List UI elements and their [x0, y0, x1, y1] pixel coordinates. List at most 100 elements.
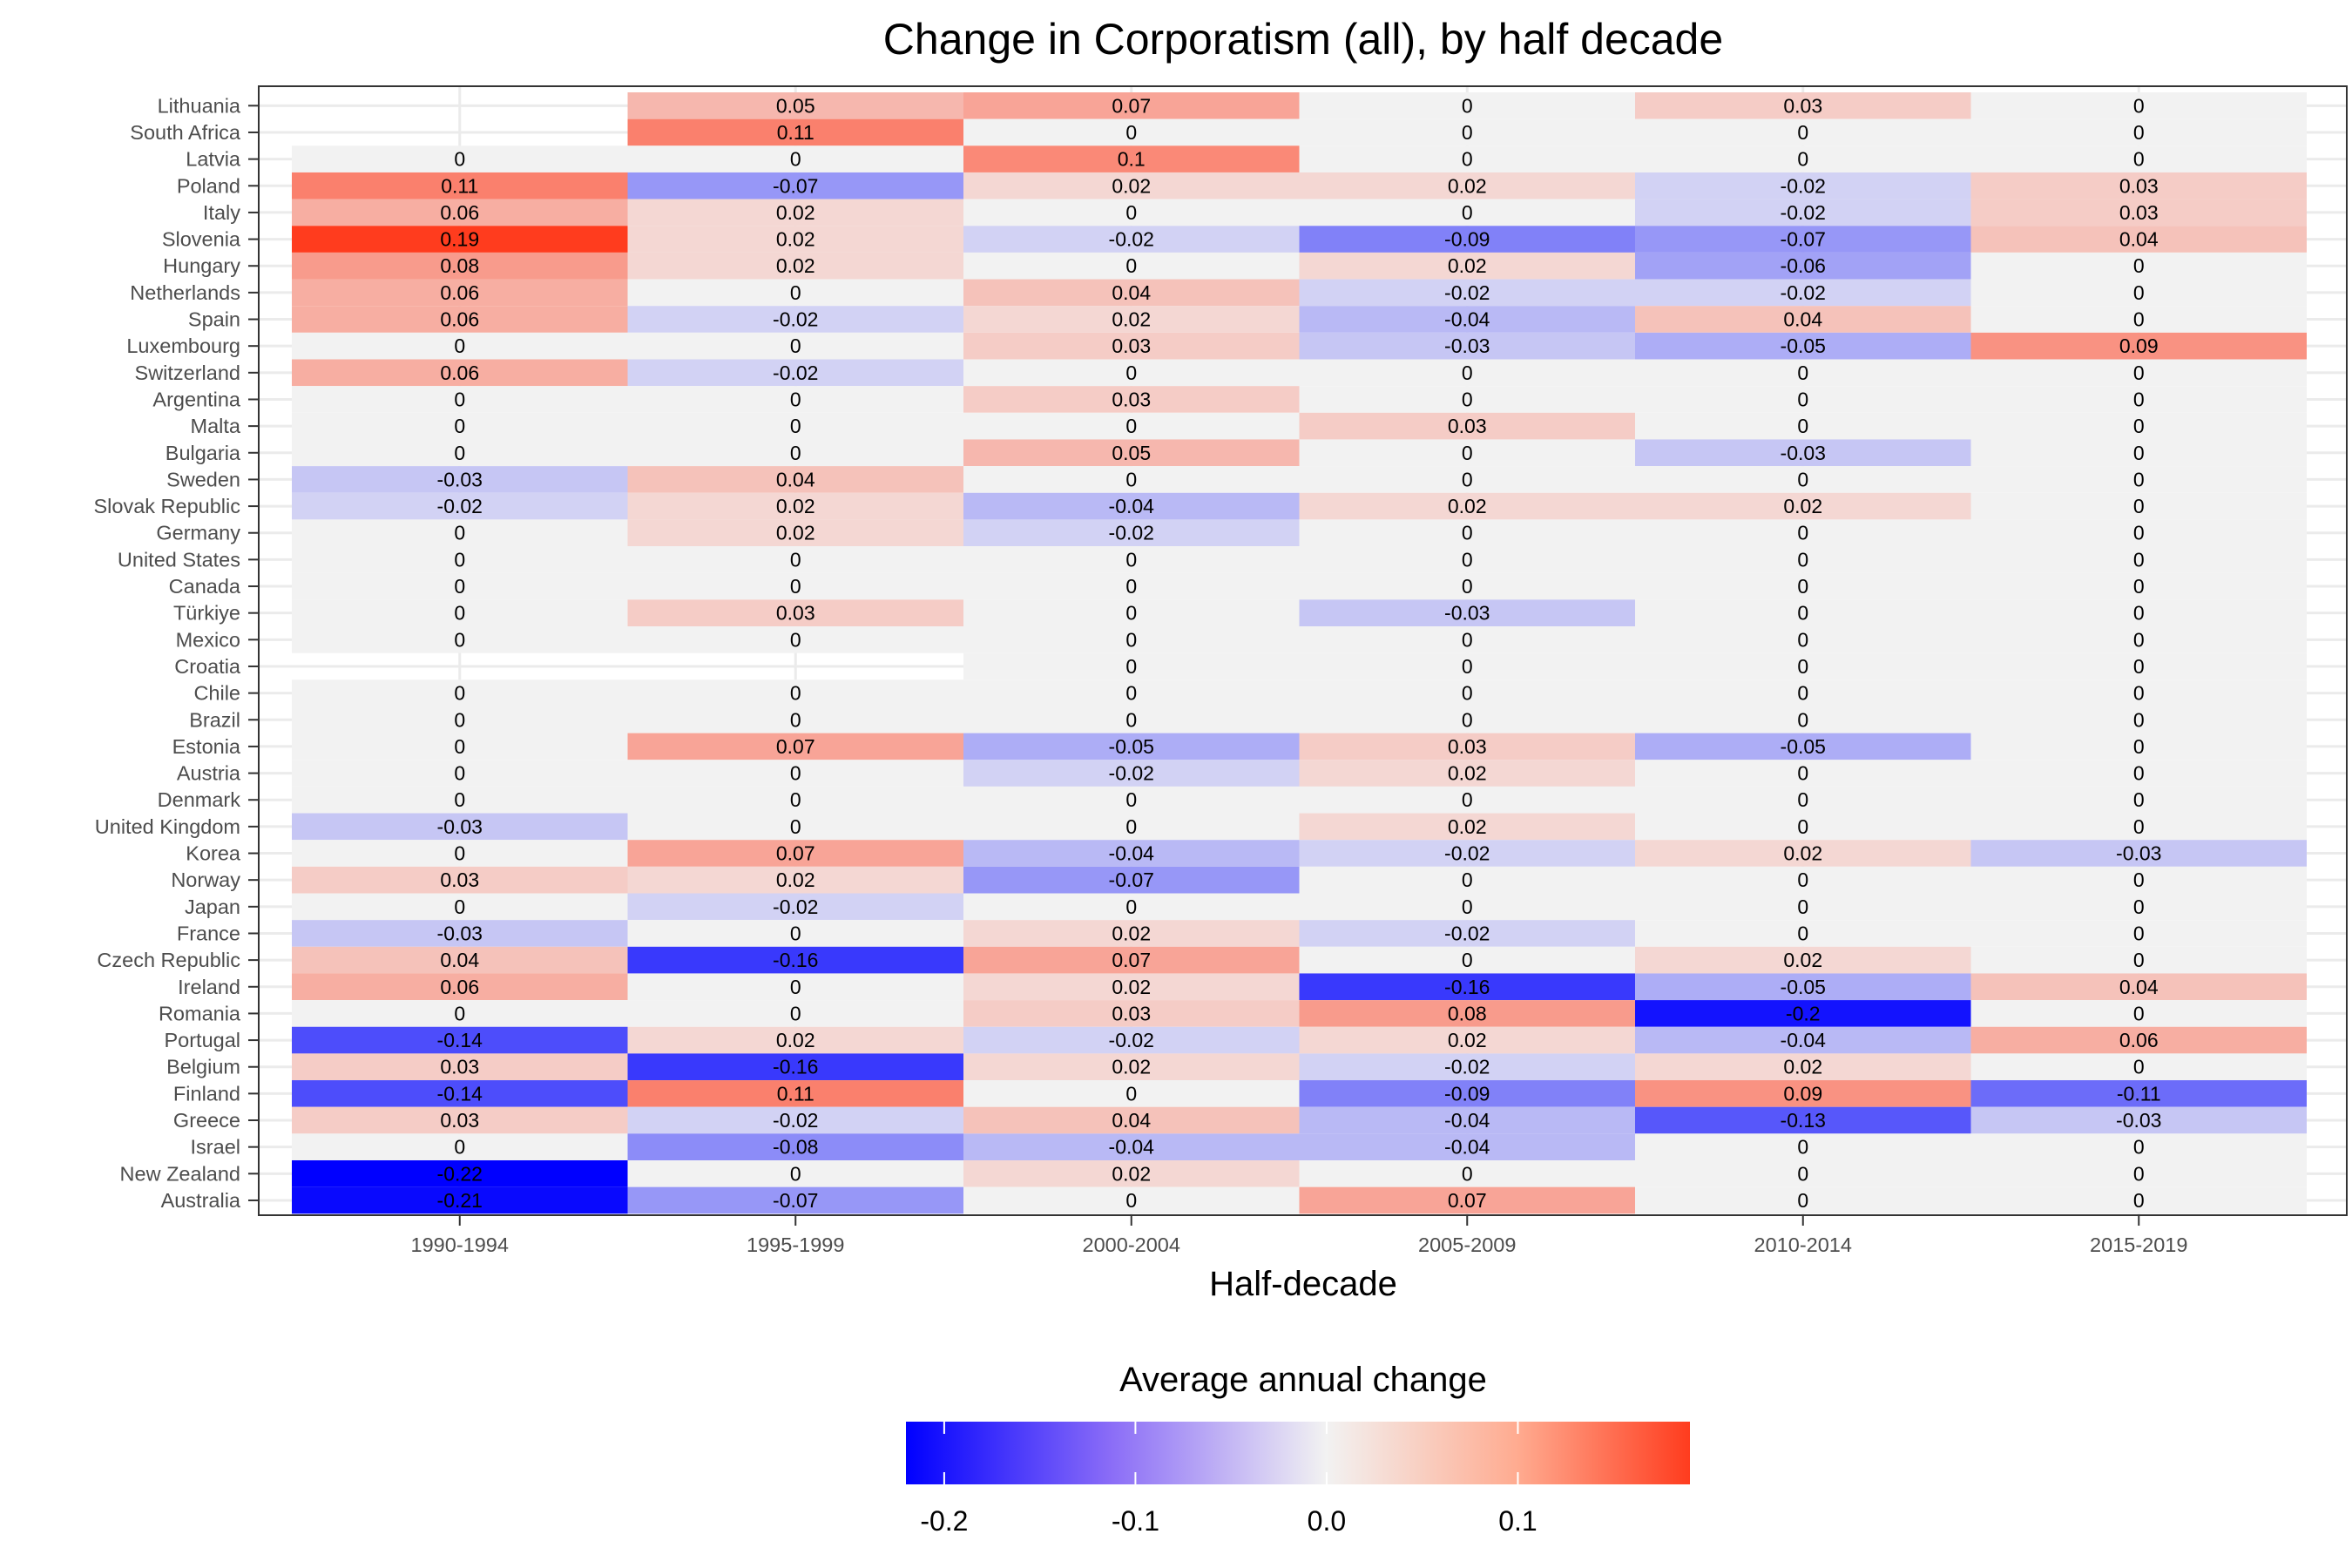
cell-value-label: 0.03	[440, 1109, 479, 1132]
heatmap-cell	[963, 920, 1300, 947]
cell-value-label: 0.02	[1448, 174, 1487, 197]
cell-value-label: 0	[2133, 548, 2145, 571]
heatmap-cell	[963, 1080, 1300, 1107]
cell-value-label: 0	[2133, 281, 2145, 304]
heatmap-cell	[1299, 946, 1635, 974]
cell-value-label: 0	[1125, 362, 1137, 384]
cell-value-label: 0.03	[2119, 174, 2159, 197]
cell-value-label: 0	[1125, 682, 1137, 705]
heatmap-cell	[1299, 1106, 1635, 1134]
cell-value-label: 0.03	[1112, 335, 1151, 357]
cell-value-label: 0	[1125, 788, 1137, 811]
heatmap-cell	[627, 252, 963, 280]
heatmap-cell	[627, 893, 963, 921]
cell-value-label: 0	[2133, 1162, 2145, 1185]
cell-value-label: -0.04	[1781, 1029, 1827, 1051]
cell-value-label: -0.16	[773, 949, 818, 971]
x-tick-label: 1995-1999	[747, 1233, 844, 1256]
cell-value-label: 0.02	[776, 201, 815, 224]
heatmap-cell	[292, 1026, 628, 1054]
heatmap-cell	[292, 466, 628, 493]
cell-value-label: -0.13	[1781, 1109, 1826, 1132]
cell-value-label: 0	[1797, 868, 1808, 891]
cell-value-label: -0.03	[437, 815, 483, 838]
cell-value-label: 0	[2133, 815, 2145, 838]
heatmap-cell	[1635, 546, 1971, 573]
heatmap-cell	[292, 733, 628, 760]
cell-value-label: 0.06	[440, 281, 479, 304]
heatmap-cell	[292, 145, 628, 172]
heatmap-cell	[1970, 492, 2307, 520]
heatmap-cell	[1635, 652, 1971, 680]
cell-value-label: 0	[1797, 121, 1808, 144]
cell-value-label: 0	[1797, 896, 1808, 918]
cell-value-label: 0	[2133, 1002, 2145, 1024]
heatmap-cell	[1635, 412, 1971, 440]
heatmap-cell	[1970, 519, 2307, 547]
cell-value-label: 0.04	[1783, 308, 1822, 331]
cell-value-label: 0	[790, 976, 801, 998]
heatmap-cell	[292, 1080, 628, 1107]
y-axis: Lithuania South Africa Latvia Poland Italy Sl…	[93, 94, 259, 1212]
cell-value-label: 0.06	[440, 201, 479, 224]
heatmap-cell	[627, 386, 963, 413]
y-tick-label: Estonia	[172, 735, 241, 758]
cell-value-label: 0	[2133, 495, 2145, 517]
heatmap-cell	[1635, 840, 1971, 867]
cell-value-label: -0.04	[1444, 1136, 1490, 1159]
heatmap-cell	[1635, 920, 1971, 947]
heatmap-cell	[1635, 332, 1971, 360]
y-tick-label: Germany	[156, 522, 240, 544]
cell-value-label: -0.02	[1109, 522, 1154, 544]
heatmap-cell	[627, 519, 963, 547]
y-tick-label: Croatia	[174, 655, 241, 678]
cell-value-label: 0	[2133, 308, 2145, 331]
cell-value-label: 0.06	[440, 308, 479, 331]
heatmap-cell	[627, 760, 963, 787]
cell-value-label: 0	[2133, 762, 2145, 785]
cell-value-label: 0	[2133, 575, 2145, 598]
y-tick-label: Portugal	[164, 1029, 240, 1051]
cell-value-label: 0.02	[1448, 762, 1487, 785]
heatmap-cell	[292, 492, 628, 520]
cell-value-label: 0	[1797, 415, 1808, 437]
cell-value-label: 0.02	[1783, 949, 1822, 971]
cell-value-label: 0	[1125, 121, 1137, 144]
cell-value-label: 0	[454, 522, 465, 544]
cell-value-label: 0.03	[1448, 415, 1487, 437]
cell-value-label: -0.07	[1781, 228, 1826, 251]
heatmap-cell	[1970, 145, 2307, 172]
heatmap-cell	[1970, 199, 2307, 226]
cell-value-label: 0	[1462, 708, 1473, 731]
y-tick-label: Hungary	[163, 254, 240, 277]
cell-value-label: 0	[454, 762, 465, 785]
heatmap-cell	[1635, 466, 1971, 493]
heatmap-cell	[1299, 760, 1635, 787]
heatmap-cell	[1635, 118, 1971, 146]
heatmap-cell	[1970, 679, 2307, 706]
heatmap-cell	[1970, 706, 2307, 733]
heatmap-cell	[963, 226, 1300, 253]
heatmap-cell	[963, 172, 1300, 199]
heatmap-cell	[1970, 359, 2307, 387]
cell-value-label: 0	[2133, 868, 2145, 891]
cell-value-label: 0	[790, 922, 801, 944]
heatmap-cell	[1970, 572, 2307, 600]
heatmap-cell	[1299, 893, 1635, 921]
cell-value-label: 0.04	[440, 949, 479, 971]
heatmap-cell	[1635, 1000, 1971, 1027]
cell-value-label: -0.2	[1786, 1002, 1821, 1024]
cell-value-label: 0	[1462, 362, 1473, 384]
heatmap-cell	[1299, 172, 1635, 199]
cell-value-label: 0	[790, 442, 801, 464]
cell-value-label: 0	[1797, 682, 1808, 705]
y-tick-label: Poland	[177, 174, 240, 197]
cell-value-label: 0	[2133, 1189, 2145, 1212]
heatmap-cell	[1299, 1080, 1635, 1107]
heatmap-cell	[1970, 893, 2307, 921]
cell-value-label: 0	[1125, 602, 1137, 625]
cell-value-label: 0	[454, 628, 465, 651]
cell-value-label: 0.02	[1448, 495, 1487, 517]
cell-value-label: 0.02	[1783, 842, 1822, 865]
heatmap-cell	[963, 786, 1300, 814]
